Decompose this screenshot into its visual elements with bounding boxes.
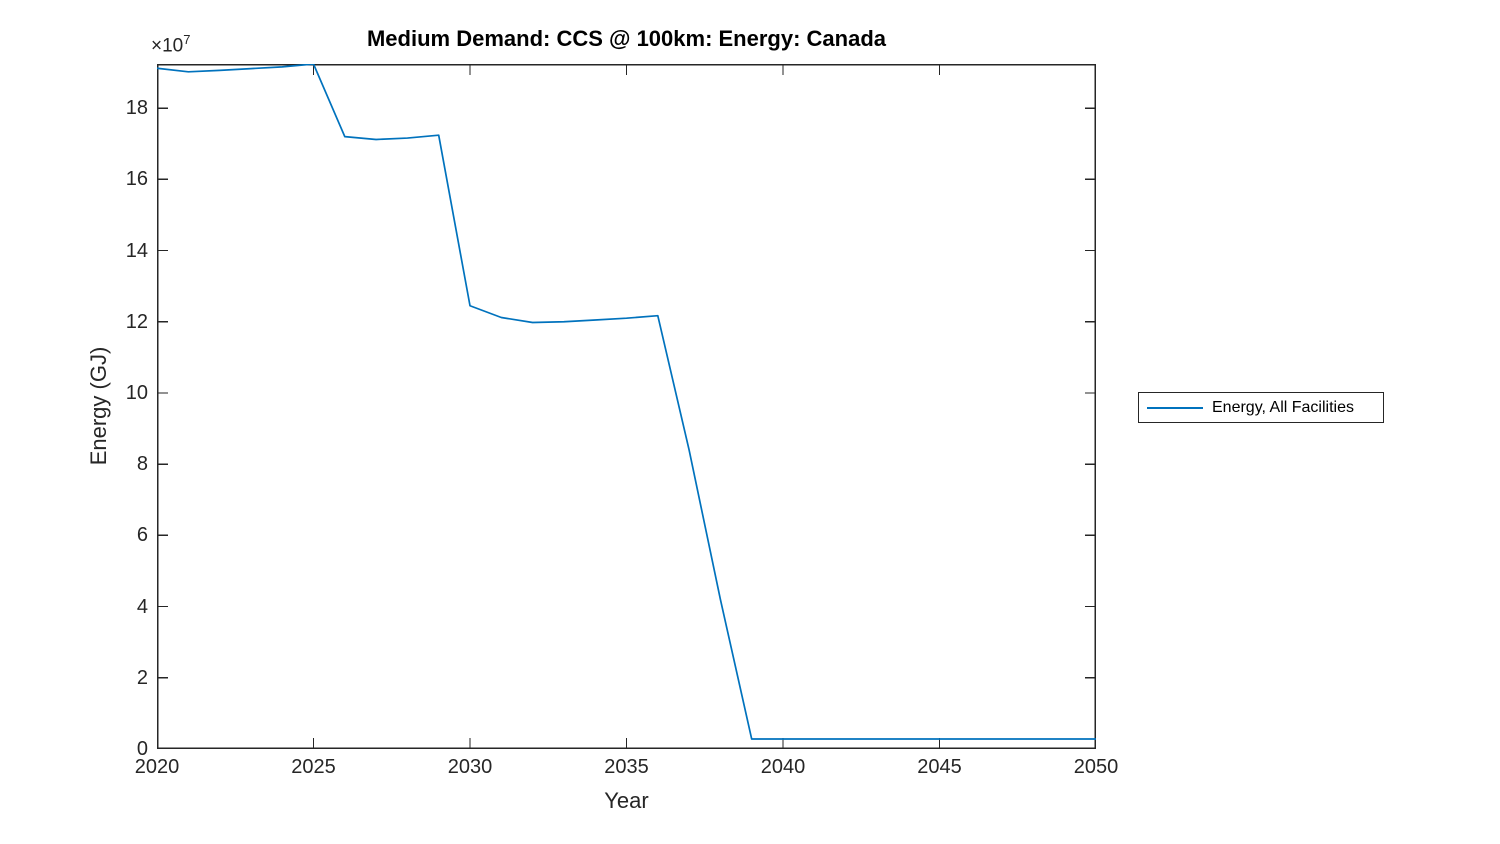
legend-line-sample (1147, 406, 1203, 409)
y-tick-label: 16 (125, 168, 148, 191)
y-axis-label: Energy (GJ) (86, 346, 111, 466)
chart-title: Medium Demand: CCS @ 100km: Energy: Cana… (366, 26, 887, 51)
y-tick-label: 18 (125, 97, 148, 120)
x-tick-label: 2045 (917, 756, 962, 778)
y-tick-label: 8 (136, 453, 148, 476)
axes-box (157, 64, 1096, 749)
y-tick-label: 0 (136, 738, 148, 760)
series-line (157, 64, 1096, 740)
y-tick-label: 12 (125, 310, 148, 333)
y-tick-label: 6 (136, 524, 148, 547)
offset-exponent: 7 (183, 32, 191, 47)
legend-box: Energy, All Facilities (1138, 392, 1384, 423)
offset-times: ×10 (151, 35, 184, 57)
y-axis-offset-label: ×107 (151, 32, 190, 57)
y-tick-label: 2 (136, 666, 148, 689)
y-tick-label: 4 (136, 595, 148, 618)
x-tick-label: 2020 (134, 756, 180, 778)
x-tick-label: 2040 (760, 756, 806, 778)
y-tick-label: 10 (125, 381, 148, 404)
x-tick-label: 2030 (447, 756, 493, 778)
x-tick-label: 2050 (1073, 756, 1119, 778)
x-tick-label: 2035 (604, 756, 649, 778)
x-axis-label: Year (604, 788, 649, 813)
legend-entry-label: Energy, All Facilities (1212, 398, 1354, 416)
x-tick-label: 2025 (291, 756, 336, 778)
plot-area (157, 64, 1096, 749)
y-tick-label: 14 (125, 239, 148, 262)
